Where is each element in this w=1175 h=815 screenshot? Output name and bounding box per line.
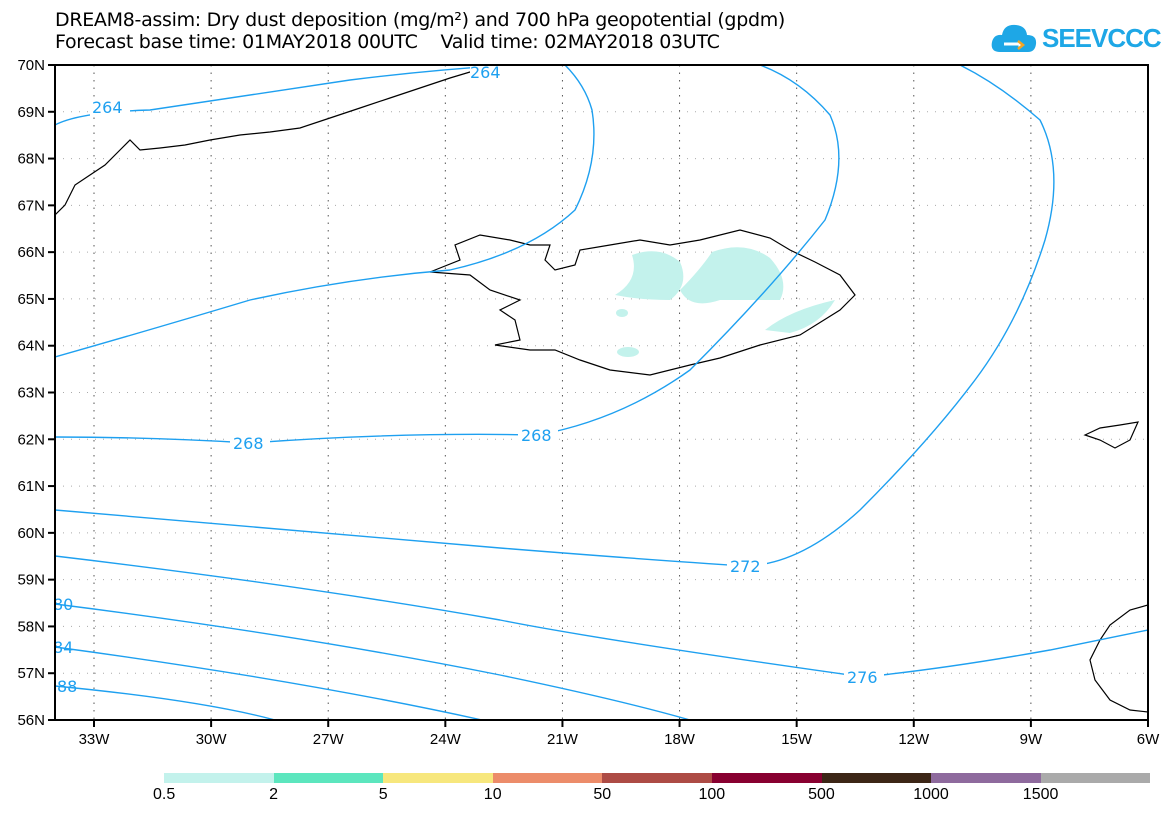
colorbar-swatch	[164, 773, 274, 783]
cloud-icon	[991, 24, 1037, 52]
lat-label: 56N	[17, 712, 45, 729]
colorbar-swatch	[273, 773, 384, 783]
colorbar-label: 10	[483, 786, 502, 803]
plot-frame	[54, 64, 1149, 721]
lat-label: 57N	[17, 665, 45, 682]
gridlines	[55, 65, 1148, 720]
lon-label: 27W	[313, 731, 345, 748]
axis-ticks: 70N 69N 68N 67N 66N 65N 64N 63N 62N 61N 60N 59N 58N 5…	[17, 57, 1160, 748]
lon-label: 6W	[1137, 731, 1160, 748]
contour-label: 264	[92, 98, 123, 117]
chart-title: DREAM8-assim: Dry dust deposition (mg/m²…	[55, 9, 786, 31]
coastlines	[55, 66, 1148, 713]
lon-label: 24W	[430, 731, 462, 748]
lon-label: 33W	[79, 731, 111, 748]
contour-label: 88	[57, 677, 77, 696]
contour-label: 84	[53, 638, 73, 657]
colorbar-swatch	[1040, 773, 1151, 783]
contour-label: 264	[470, 63, 501, 82]
lat-label: 61N	[17, 478, 45, 495]
chart-subtitle: Forecast base time: 01MAY2018 00UTC Vali…	[55, 31, 720, 53]
colorbar-label: 1000	[913, 786, 949, 803]
lon-label: 18W	[664, 731, 696, 748]
logo-text: SEEVCCC	[1042, 22, 1162, 53]
colorbar-swatch	[492, 773, 603, 783]
lat-label: 58N	[17, 618, 45, 635]
colorbar-label: 1500	[1022, 786, 1059, 803]
colorbar-label: 500	[808, 786, 835, 803]
lat-label: 68N	[17, 151, 45, 168]
lat-label: 64N	[17, 338, 45, 355]
colorbar-swatch	[602, 773, 712, 783]
colorbar-swatch	[712, 773, 822, 783]
contour-label: 268	[233, 434, 264, 453]
lat-label: 66N	[17, 244, 45, 261]
contour-label: 80	[53, 595, 73, 614]
colorbar-swatch	[931, 773, 1041, 783]
lon-label: 15W	[781, 731, 813, 748]
lat-label: 70N	[17, 57, 45, 74]
lat-label: 69N	[17, 104, 45, 121]
lon-label: 21W	[547, 731, 579, 748]
lat-label: 63N	[17, 385, 45, 402]
seevccc-logo: SEEVCCC	[990, 22, 1162, 54]
lat-label: 62N	[17, 431, 45, 448]
contour-label: 272	[730, 557, 761, 576]
contour-label: 276	[847, 668, 878, 687]
colorbar-swatch	[383, 773, 493, 783]
colorbar-label: 100	[698, 786, 726, 803]
colorbar-label: 50	[593, 786, 612, 803]
contour-label: 268	[521, 426, 552, 445]
lon-label: 12W	[898, 731, 930, 748]
colorbar-swatch	[821, 773, 932, 783]
geopotential-contours	[55, 65, 1148, 720]
lat-label: 67N	[17, 197, 45, 214]
lat-label: 65N	[17, 291, 45, 308]
lat-label: 60N	[17, 525, 45, 542]
lon-label: 9W	[1020, 731, 1043, 748]
dust-deposition	[615, 247, 835, 357]
lat-label: 59N	[17, 572, 45, 589]
colorbar-label: 0.5	[153, 786, 176, 803]
colorbar-label: 2	[269, 786, 278, 803]
lon-label: 30W	[196, 731, 228, 748]
colorbar-label: 5	[378, 786, 388, 803]
